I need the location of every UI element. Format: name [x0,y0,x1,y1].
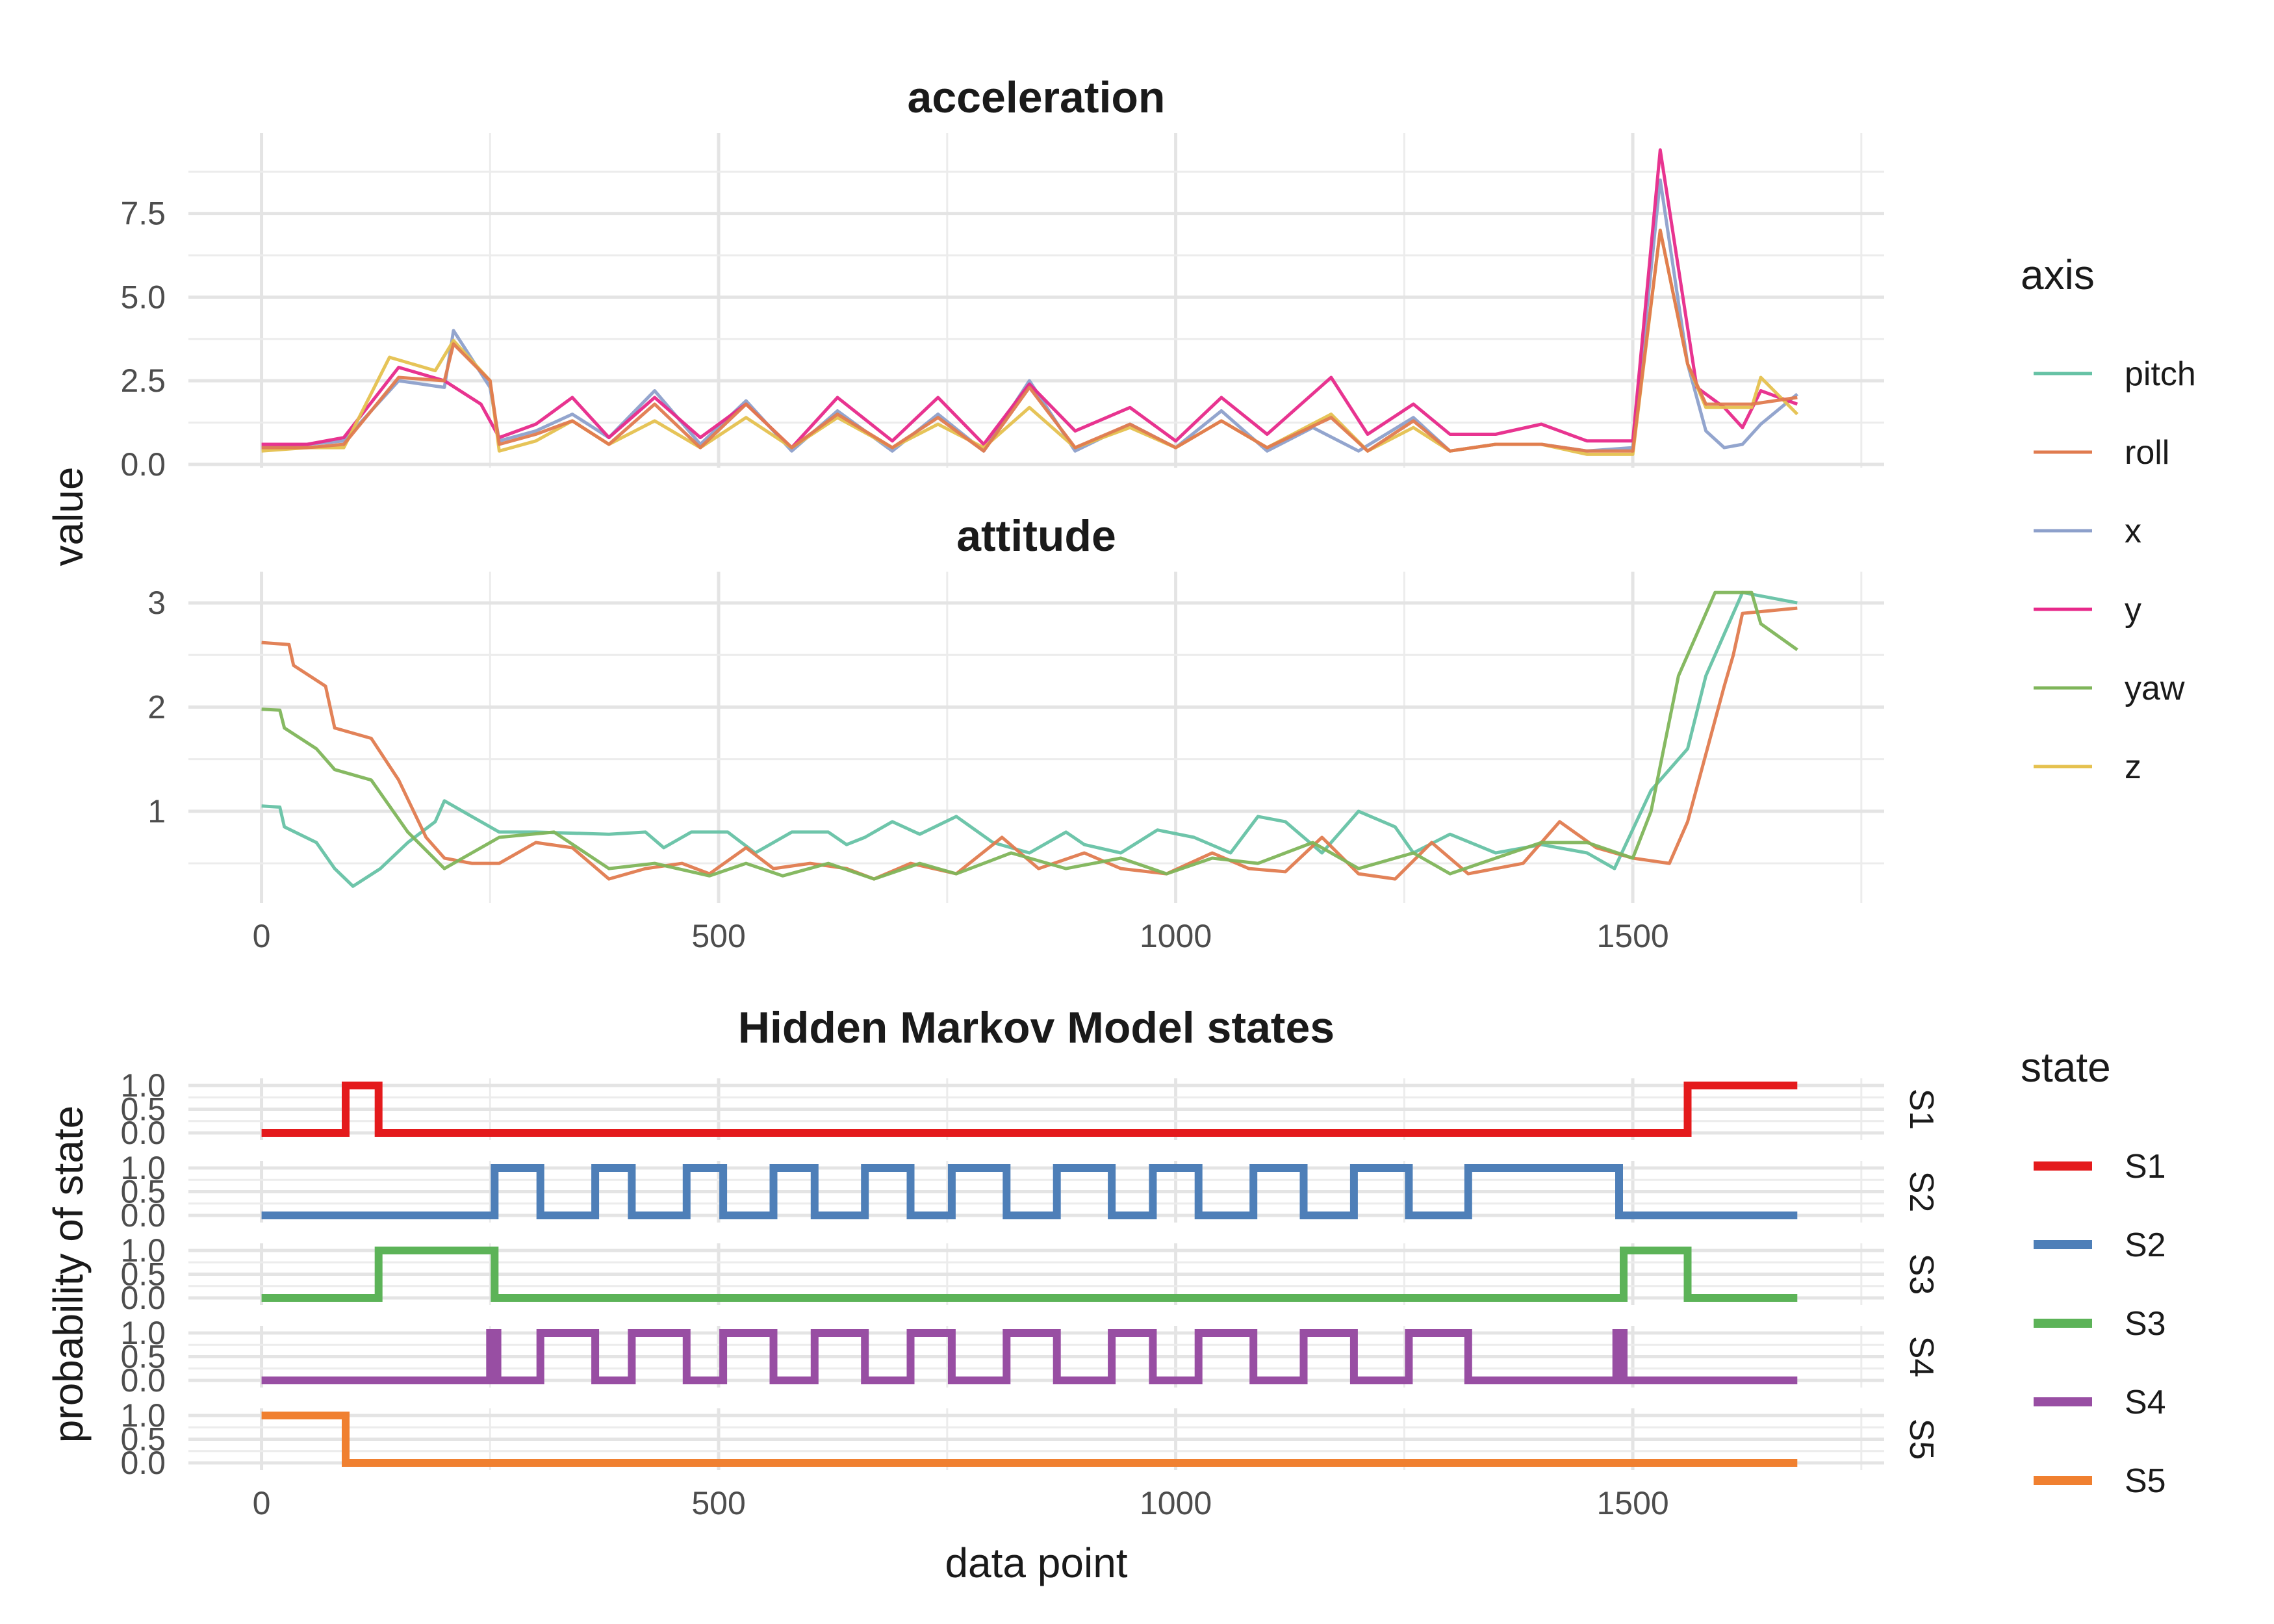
state-line-S4 [261,1329,1798,1384]
series-line-roll [261,228,1798,453]
hmm-S5-panel: 0.00.51.0 S5 [120,1397,1940,1481]
y-tick-label: 1.0 [120,1232,166,1269]
strip-label-S5: S5 [1902,1419,1940,1460]
hmm-S4-panel: 0.00.51.0 S4 [120,1315,1940,1399]
y-tick-label: 0.0 [120,1115,166,1151]
y-tick-label: 1.0 [120,1315,166,1351]
hmm-S2-panel: 0.00.51.0 S2 [120,1150,1940,1234]
state-line-S2 [261,1164,1798,1219]
series-line-z [261,228,1799,456]
y-tick-label: 0.0 [120,1280,166,1316]
hmm-S3-panel: 0.00.51.0 S3 [120,1232,1940,1316]
y-tick-label: 2.5 [120,362,166,399]
hmm-title: Hidden Markov Model states [738,1003,1335,1052]
strip-label-S2: S2 [1902,1171,1940,1213]
y-tick-label: 1.0 [120,1150,166,1186]
series-line-y [261,148,1798,450]
attitude-panel: 1 2 3 attitude 0 500 1000 1500 [147,511,1884,954]
y-tick-label: 1.0 [120,1067,166,1104]
y-tick-label: 1.0 [120,1397,166,1434]
y-tick-label: 0.5 [120,1256,166,1293]
axis-legend-label-yaw: yaw [2125,670,2185,707]
state-line-S5 [261,1412,1798,1467]
axis-legend-label-z: z [2125,748,2141,786]
x-tick-label: 500 [691,1485,745,1521]
axis-legend: axis pitch roll x y yaw z [2021,251,2196,786]
axis-legend-label-y: y [2125,591,2141,629]
y-tick-label: 0.5 [120,1421,166,1458]
x-tick-label: 500 [691,918,745,954]
series-line-x [261,178,1798,453]
y-tick-label: 0.0 [120,1362,166,1399]
series-line-yaw [261,590,1798,881]
y-tick-label: 7.5 [120,196,166,232]
state-legend-label-S5: S5 [2125,1462,2166,1500]
state-legend-label-S3: S3 [2125,1305,2166,1343]
axis-legend-label-pitch: pitch [2125,355,2196,393]
y-tick-label: 0.0 [120,1197,166,1234]
y-tick-label: 5.0 [120,279,166,315]
acceleration-title: acceleration [908,73,1166,122]
state-legend-title: state [2021,1044,2111,1091]
attitude-title: attitude [956,511,1116,561]
state-line-S1 [261,1082,1798,1137]
y-tick-label: 0.0 [120,1445,166,1481]
state-legend-label-S1: S1 [2125,1148,2166,1186]
strip-label-S3: S3 [1902,1254,1940,1295]
series-line-pitch [261,590,1798,888]
axis-legend-title: axis [2021,251,2095,298]
y-tick-label: 0.5 [120,1091,166,1128]
y-tick-label: 0.5 [120,1174,166,1210]
x-tick-label: 1500 [1596,918,1668,954]
y-tick-label: 2 [147,689,166,725]
x-tick-label: 1000 [1140,1485,1212,1521]
series-line-roll [261,606,1798,881]
y-tick-label: 1 [147,793,166,830]
state-legend: state S1 S2 S3 S4 S5 [2021,1044,2166,1500]
state-legend-label-S2: S2 [2125,1226,2166,1264]
x-tick-label: 1000 [1140,918,1212,954]
state-legend-label-S4: S4 [2125,1384,2166,1421]
strip-label-S4: S4 [1902,1336,1940,1378]
x-tick-label: 1500 [1596,1485,1668,1521]
y-tick-label: 0.5 [120,1339,166,1375]
y-tick-label: 3 [147,585,166,621]
y-axis-label-value: value [45,467,92,566]
x-tick-label: 0 [253,1485,271,1521]
acceleration-panel: 0.0 2.5 5.0 7.5 acceleration [120,73,1884,483]
y-axis-label-probability: probability of state [45,1106,92,1443]
x-axis-label: data point [945,1540,1127,1586]
x-tick-label: 0 [253,918,271,954]
state-line-S3 [261,1247,1798,1302]
strip-label-S1: S1 [1902,1089,1940,1130]
axis-legend-label-roll: roll [2125,434,2169,472]
axis-legend-label-x: x [2125,513,2141,550]
hmm-S1-panel: 0.00.51.0 S1 [120,1067,1940,1151]
y-tick-label: 0.0 [120,446,166,483]
